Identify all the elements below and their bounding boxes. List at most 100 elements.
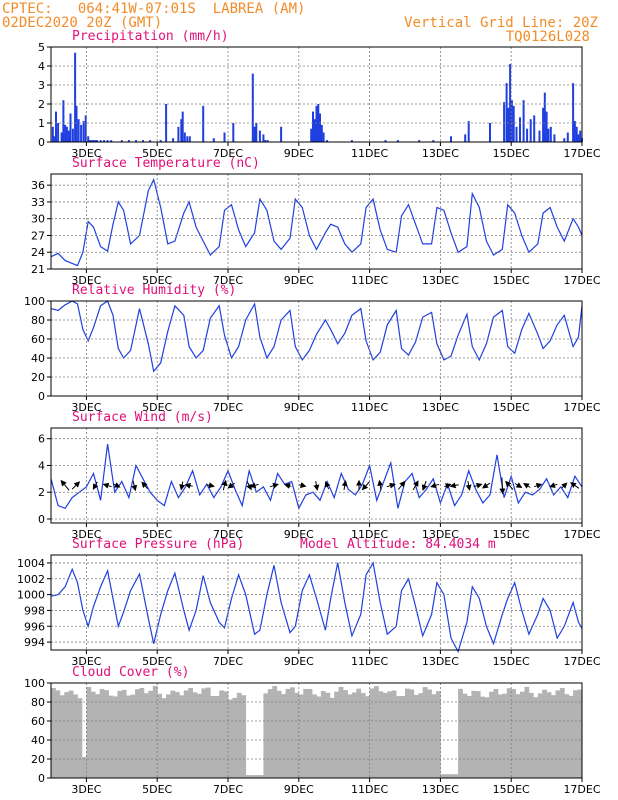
- cloud-xtick-label: 11DEC: [351, 783, 388, 796]
- wind-vector-arrow: [113, 482, 121, 488]
- precip-bar: [110, 140, 113, 142]
- pressure-xtick-label: 9DEC: [284, 655, 314, 668]
- wind-vector-arrow: [179, 481, 186, 491]
- wind-vector-arrow: [221, 479, 228, 491]
- precip-bar: [450, 136, 452, 142]
- temp-xtick-label: 3DEC: [71, 274, 101, 287]
- cloud-bar: [378, 691, 384, 778]
- precip-bar: [509, 64, 512, 142]
- precip-bar: [80, 124, 83, 142]
- cloud-bar: [409, 689, 415, 778]
- rh-panel: 0 20 40 60 80 100 3DEC 5DEC 7DEC 9DEC 11DEC 13DEC 15…: [24, 295, 601, 414]
- rh-xtick-label: 3DEC: [71, 401, 101, 414]
- precip-bar: [77, 119, 80, 142]
- precip-bar: [505, 83, 508, 142]
- precip-bar: [67, 130, 70, 142]
- precip-bar: [177, 126, 180, 142]
- wind-ytick-label: 2: [38, 486, 45, 499]
- wind-xtick-label: 15DEC: [493, 528, 530, 541]
- cloud-bar: [95, 694, 101, 778]
- precip-bar: [53, 136, 56, 142]
- precip-bar: [319, 113, 321, 142]
- cloud-bar: [51, 688, 56, 778]
- cloud-bar: [369, 688, 375, 778]
- precip-bar: [266, 140, 269, 142]
- rh-ytick-label: 60: [31, 333, 45, 346]
- cloud-bar: [533, 697, 539, 778]
- cloud-bar: [108, 695, 114, 778]
- cloud-panel: 0 20 40 60 80 100 3DEC 5DEC 7DEC 9DEC 11DEC 13DEC 15…: [24, 677, 601, 796]
- pressure-xtick-label: 11DEC: [351, 655, 388, 668]
- cloud-bar: [214, 696, 220, 778]
- precip-bar: [503, 102, 506, 142]
- cloud-bar: [272, 686, 278, 778]
- cloud-bar: [77, 698, 83, 778]
- wind-xtick-label: 9DEC: [284, 528, 314, 541]
- precip-ytick-label: 2: [38, 98, 45, 111]
- precip-bar: [549, 126, 552, 142]
- wind-vector-arrow: [570, 482, 580, 489]
- temp-xtick-label: 15DEC: [493, 274, 530, 287]
- cloud-bar: [573, 690, 578, 778]
- cloud-xtick-label: 15DEC: [493, 783, 530, 796]
- cloud-ytick-label: 60: [31, 715, 45, 728]
- wind-vector-arrow: [505, 480, 514, 490]
- temp-panel: 21 24 27 30 33 36 3DEC 5DEC 7DEC 9DEC 11DEC 13DEC 15…: [31, 173, 601, 287]
- cloud-bar: [298, 694, 304, 778]
- cloud-bar: [325, 692, 331, 778]
- precip-bar: [507, 107, 510, 142]
- wind-vector-arrow: [533, 483, 543, 489]
- cloud-bar: [520, 691, 525, 778]
- wind-vector-arrow: [184, 482, 193, 489]
- temp-title: Surface Temperature (nC): [72, 156, 260, 171]
- precip-bar: [60, 132, 63, 142]
- precip-bar: [396, 140, 399, 142]
- cloud-bar: [157, 693, 162, 778]
- cloud-bar: [68, 690, 74, 778]
- precip-bar: [57, 123, 60, 142]
- header-grid-line: Vertical Grid Line: 20Z: [404, 15, 598, 31]
- cloud-bar: [320, 691, 326, 778]
- cloud-bar: [422, 687, 428, 778]
- wind-xtick-label: 11DEC: [351, 528, 388, 541]
- cloud-bar: [312, 694, 317, 778]
- cloud-bar: [555, 690, 561, 778]
- precip-bar: [313, 119, 316, 142]
- header-station: CPTEC: 064:41W-07:01S LABREA (AM): [2, 1, 306, 17]
- cloud-bar: [387, 691, 393, 778]
- precip-bar: [515, 126, 518, 142]
- cloud-bar: [307, 689, 313, 778]
- precip-bar: [71, 128, 74, 142]
- pressure-ytick-label: 1000: [17, 589, 45, 602]
- precip-bar: [253, 126, 256, 142]
- rh-line: [50, 300, 583, 373]
- wind-vector-arrow: [361, 481, 371, 491]
- pressure-ytick-label: 1004: [17, 557, 45, 570]
- wind-vector-arrow: [249, 482, 259, 489]
- cloud-bar: [489, 691, 494, 778]
- pressure-panel: 994 996 998 1000 1002 1004 3DEC 5DEC 7DEC 9DEC 11D…: [17, 554, 601, 668]
- wind-vector-arrow: [523, 482, 531, 489]
- wind-vector-arrow: [298, 482, 307, 488]
- cloud-bar: [515, 694, 521, 778]
- rh-ytick-label: 80: [31, 314, 45, 327]
- cloud-bar: [347, 694, 353, 778]
- temp-xtick-label: 11DEC: [351, 274, 388, 287]
- cloud-bar: [568, 695, 574, 778]
- wind-vector-arrow: [227, 482, 235, 489]
- wind-xtick-label: 3DEC: [71, 528, 101, 541]
- cloud-bar: [73, 694, 78, 778]
- precip-bar: [264, 140, 267, 142]
- cloud-bar: [480, 696, 485, 778]
- wind-xtick-label: 5DEC: [142, 528, 172, 541]
- wind-vector-arrow: [131, 480, 138, 492]
- precip-bar: [322, 132, 325, 142]
- cloud-xtick-label: 9DEC: [284, 783, 314, 796]
- precip-bar: [64, 124, 67, 142]
- cloud-bar: [192, 692, 198, 778]
- pressure-title: Surface Pressure (hPa): [72, 537, 245, 552]
- rh-xtick-label: 11DEC: [351, 401, 388, 414]
- precip-bar: [315, 105, 318, 142]
- precip-xtick-label: 3DEC: [71, 147, 101, 160]
- precip-bar: [317, 104, 320, 142]
